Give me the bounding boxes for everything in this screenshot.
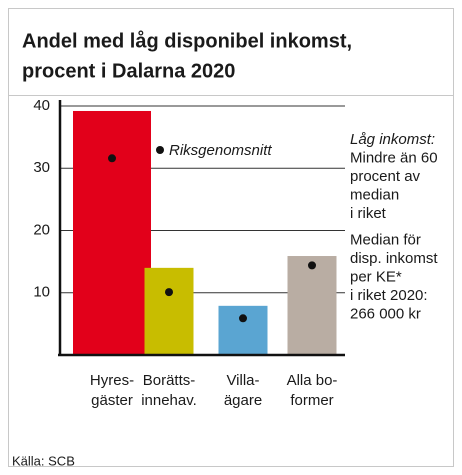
x-tick-label: ägare: [224, 392, 262, 409]
bar: [218, 305, 268, 355]
source: Källa: SCB: [12, 453, 75, 468]
x-tick-label: Borätts-: [143, 372, 196, 389]
annotation: i riket: [350, 205, 387, 222]
marker: [308, 261, 316, 270]
annotation: per KE*: [350, 268, 402, 285]
bar: [144, 267, 194, 355]
bar: [287, 256, 337, 355]
marker: [108, 154, 116, 163]
x-tick-label: innehav.: [141, 392, 197, 409]
marker: [165, 288, 173, 297]
x-tick-label: Hyres-: [90, 372, 134, 389]
chart-title: Andel med låg disponibel inkomst,: [22, 29, 352, 52]
annotation: procent av: [350, 168, 421, 185]
x-tick-label: former: [290, 392, 333, 409]
annotation: Låg inkomst:: [350, 131, 435, 148]
y-tick-label: 20: [33, 221, 50, 238]
x-tick-label: Villa-: [226, 372, 259, 389]
y-tick-label: 40: [33, 97, 50, 114]
x-tick-label: gäster: [91, 392, 133, 409]
annotation: median: [350, 186, 399, 203]
annotation: Median för: [350, 231, 421, 248]
frame: [8, 8, 454, 467]
x-tick-label: Alla bo-: [287, 372, 338, 389]
y-tick-label: 10: [33, 284, 50, 301]
annotation: Mindre än 60: [350, 149, 438, 166]
annotation: 266 000 kr: [350, 305, 421, 322]
marker: [239, 314, 247, 323]
annotation: disp. inkomst: [350, 250, 438, 267]
legend-marker: [156, 146, 164, 154]
chart-title: procent i Dalarna 2020: [22, 60, 235, 82]
y-tick-label: 30: [33, 159, 50, 176]
annotation: i riket 2020:: [350, 287, 428, 304]
legend-label: Riksgenomsnitt: [169, 142, 272, 159]
bar: [73, 110, 151, 355]
